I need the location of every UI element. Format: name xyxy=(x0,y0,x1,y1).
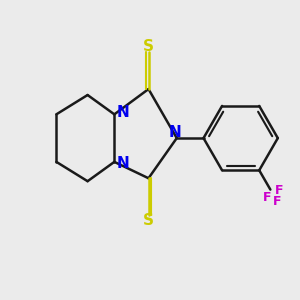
Text: F: F xyxy=(273,195,281,208)
Text: N: N xyxy=(116,156,129,171)
Text: N: N xyxy=(169,125,182,140)
Text: F: F xyxy=(274,184,283,197)
Text: S: S xyxy=(143,213,154,228)
Text: S: S xyxy=(143,39,154,54)
Text: F: F xyxy=(263,191,272,204)
Text: N: N xyxy=(116,105,129,120)
